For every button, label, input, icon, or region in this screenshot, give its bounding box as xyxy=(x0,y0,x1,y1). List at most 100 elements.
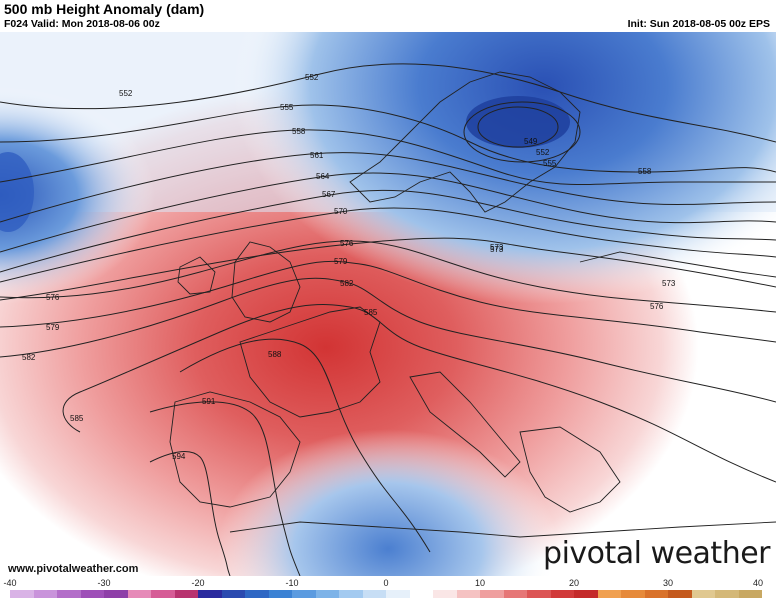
site-url: www.pivotalweather.com xyxy=(8,563,139,575)
contour-570 xyxy=(0,207,776,283)
contour-label: 555 xyxy=(543,159,557,168)
contour-label: 567 xyxy=(322,190,336,199)
trough-core xyxy=(466,96,570,148)
colorbar-swatch xyxy=(315,590,339,598)
baltic-coast xyxy=(579,251,776,278)
contour-label: 558 xyxy=(292,127,306,136)
colorbar-swatch xyxy=(268,590,292,598)
contour-label: 573 xyxy=(662,279,676,288)
contour-label: 552 xyxy=(119,89,133,98)
contour-552-inner xyxy=(463,101,581,163)
colorbar-tick: -40 xyxy=(3,578,17,588)
contour-label: 576 xyxy=(340,239,354,248)
brand-logo: pivotal weather xyxy=(543,536,770,571)
colorbar-swatch xyxy=(362,590,386,598)
map-title: 500 mb Height Anomaly (dam) xyxy=(4,1,205,17)
colorbar-swatch xyxy=(245,590,269,598)
colorbar-gradient xyxy=(10,590,762,598)
valid-time: F024 Valid: Mon 2018-08-06 00z xyxy=(4,18,160,30)
colorbar-swatch xyxy=(221,590,245,598)
colorbar-tick: 20 xyxy=(568,578,580,588)
colorbar-swatch xyxy=(198,590,222,598)
colorbar-swatch xyxy=(480,590,504,598)
colorbar-swatch xyxy=(738,590,762,598)
contour-573 xyxy=(0,237,776,301)
contour-label: 582 xyxy=(340,279,354,288)
mediterranean-low xyxy=(0,32,776,576)
contour-579 xyxy=(0,260,776,343)
colorbar-swatch xyxy=(386,590,410,598)
contour-label: 576 xyxy=(650,302,664,311)
contour-label: 576 xyxy=(46,293,60,302)
colorbar-swatch xyxy=(574,590,598,598)
contour-label: 594 xyxy=(172,452,186,461)
contour-561 xyxy=(0,152,776,223)
balkans-coast xyxy=(519,426,621,513)
colorbar-swatch xyxy=(527,590,551,598)
ireland-coast xyxy=(177,256,216,295)
contour-label: 555 xyxy=(280,103,294,112)
colorbar-swatch xyxy=(339,590,363,598)
colorbar-tick: -30 xyxy=(97,578,111,588)
contour-555 xyxy=(0,104,776,173)
contour-label: 585 xyxy=(70,414,84,423)
italy-coast xyxy=(409,371,521,478)
init-time: Init: Sun 2018-08-05 00z EPS xyxy=(627,18,770,30)
contour-591 xyxy=(149,401,301,576)
colorbar-swatch xyxy=(644,590,668,598)
height-anomaly-map: 552 552 555 558 561 564 567 570 573 576 … xyxy=(0,32,776,576)
contour-label: 552 xyxy=(536,148,550,157)
colorbar-swatch xyxy=(715,590,739,598)
contour-label: 561 xyxy=(310,151,324,160)
colorbar-swatch xyxy=(292,590,316,598)
colorbar-swatch xyxy=(668,590,692,598)
contour-label: 579 xyxy=(46,323,60,332)
contour-549 xyxy=(477,106,559,148)
map-header: 500 mb Height Anomaly (dam) F024 Valid: … xyxy=(0,0,776,32)
colorbar-swatch xyxy=(409,590,433,598)
colorbar-swatch xyxy=(456,590,480,598)
colorbar-swatch xyxy=(597,590,621,598)
colorbar-tick: 40 xyxy=(752,578,764,588)
colorbar-swatch xyxy=(621,590,645,598)
britain-coast xyxy=(231,241,301,323)
contour-567 xyxy=(0,189,776,273)
contour-label: 558 xyxy=(638,167,652,176)
height-contours xyxy=(0,63,776,576)
contour-label: 582 xyxy=(22,353,36,362)
contour-label: 579 xyxy=(334,257,348,266)
colorbar-swatch xyxy=(174,590,198,598)
contour-label: 564 xyxy=(316,172,330,181)
contour-label: 588 xyxy=(268,350,282,359)
contour-label: 573 xyxy=(490,243,504,252)
colorbar-swatch xyxy=(151,590,175,598)
colorbar-tick: 30 xyxy=(662,578,674,588)
contour-label: 585 xyxy=(364,308,378,317)
colorbar-swatch xyxy=(57,590,81,598)
contour-label-layer: 552 552 555 558 561 564 567 570 573 576 … xyxy=(22,73,676,461)
contour-582 xyxy=(0,277,776,403)
colorbar-tick: -20 xyxy=(191,578,205,588)
colorbar-swatch xyxy=(550,590,574,598)
contour-585 xyxy=(62,304,776,483)
contour-588 xyxy=(179,338,431,553)
colorbar-swatch xyxy=(433,590,457,598)
contour-576 xyxy=(0,240,776,313)
colorbar-swatch xyxy=(80,590,104,598)
colorbar-swatch xyxy=(127,590,151,598)
colorbar: -40 -30 -20 -10 0 10 20 30 40 xyxy=(0,576,776,600)
colorbar-swatch xyxy=(503,590,527,598)
colorbar-swatch xyxy=(691,590,715,598)
colorbar-tick: 10 xyxy=(474,578,486,588)
colorbar-swatch xyxy=(33,590,57,598)
iberia-coast xyxy=(169,391,301,508)
colorbar-swatch xyxy=(10,590,34,598)
colorbar-tick: -10 xyxy=(285,578,299,588)
coastlines xyxy=(169,71,776,538)
colorbar-tick: 0 xyxy=(383,578,389,588)
france-coast xyxy=(239,306,381,418)
scandinavia-coast xyxy=(349,71,581,213)
contour-label: 573 xyxy=(490,245,504,254)
contour-564 xyxy=(0,172,776,253)
contour-label: 549 xyxy=(524,137,538,146)
